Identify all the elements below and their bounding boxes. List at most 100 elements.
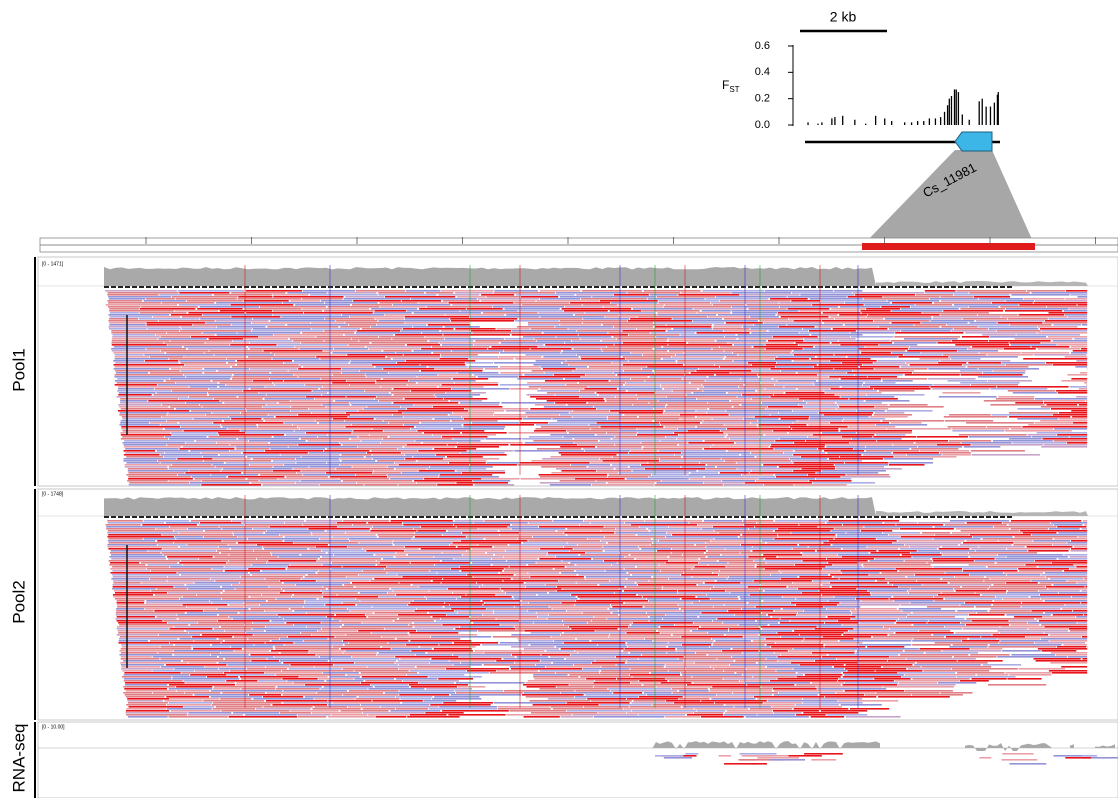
read [812,482,875,484]
read [739,536,778,538]
read [824,390,878,392]
read [379,596,425,598]
read [797,672,842,674]
read [1007,390,1056,392]
read [314,706,347,708]
read [665,536,738,538]
read [197,622,253,624]
read [896,620,928,622]
read [586,374,616,376]
read [587,698,627,700]
read [359,542,393,544]
read [603,560,669,562]
read [793,422,830,424]
read [698,470,751,472]
read [1083,614,1088,616]
read [972,536,1013,538]
read [114,376,186,378]
read [287,566,342,568]
read [1031,292,1088,294]
read [854,628,890,630]
read [1048,588,1088,590]
read [460,540,528,542]
read [942,454,971,456]
read [993,584,1052,586]
read [696,710,726,712]
read [622,342,687,344]
read [945,636,981,638]
read [1050,652,1088,654]
read [748,602,790,604]
read [649,476,704,478]
read [312,390,364,392]
read [160,424,221,426]
read [514,606,549,608]
read [336,522,367,524]
read [1005,300,1035,302]
read [405,550,466,552]
read [371,364,420,366]
read [325,472,373,474]
read [1053,544,1088,546]
read [971,620,1009,622]
read [612,362,676,364]
coverage [876,281,1088,286]
read [346,396,376,398]
read [311,328,360,330]
read [1074,564,1088,566]
read [853,370,914,372]
read [189,386,218,388]
read [432,434,496,436]
read [679,698,710,700]
read [259,392,327,394]
read [893,452,939,454]
read [582,322,654,324]
read [413,600,481,602]
read [873,362,905,364]
read [1035,660,1088,662]
read [395,678,438,680]
read [638,416,695,418]
read [421,348,488,350]
read [779,570,840,572]
read [506,560,562,562]
rna-read [752,763,767,765]
read [660,632,708,634]
read [123,686,176,688]
read [367,666,415,668]
read [222,692,265,694]
read [504,556,555,558]
read [207,392,259,394]
read [1055,654,1088,656]
read [262,484,319,486]
read [556,468,614,470]
read [326,530,370,532]
rna-read [739,753,777,755]
read [798,344,840,346]
read [742,394,774,396]
read [384,628,454,630]
read [417,430,485,432]
read [826,444,893,446]
read [508,526,539,528]
read [253,318,325,320]
read [678,592,730,594]
read [814,660,887,662]
read [835,394,867,396]
read [275,648,339,650]
read [595,660,627,662]
read [278,402,350,404]
read [456,598,514,600]
read [719,346,752,348]
read [1018,314,1065,316]
read [783,452,826,454]
read [894,680,959,682]
read [208,436,272,438]
read [874,368,928,370]
read [997,630,1069,632]
read [371,308,418,310]
read [359,340,428,342]
read [244,308,302,310]
read [955,632,999,634]
read [632,470,697,472]
